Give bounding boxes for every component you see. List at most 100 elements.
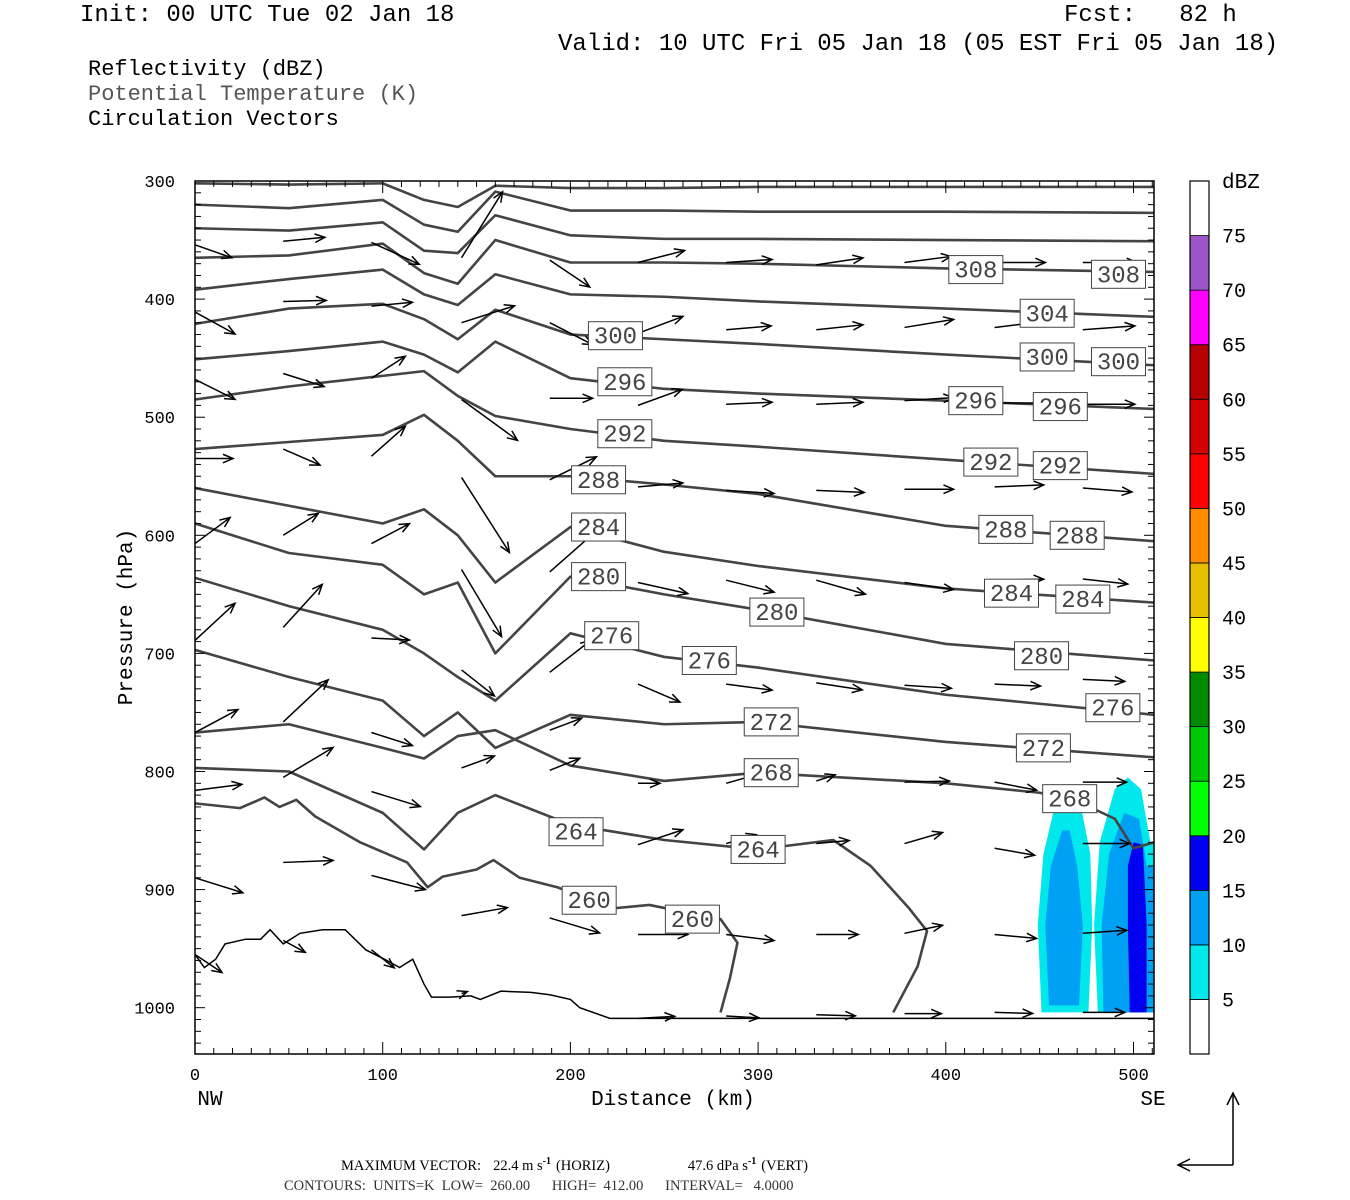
circulation-vector (994, 680, 1043, 691)
colorbar-swatch (1189, 999, 1210, 1055)
circulation-vector (904, 484, 956, 495)
vector-head (1029, 680, 1043, 691)
theta-contour-308 (194, 238, 1155, 286)
vector-shaft (460, 569, 503, 637)
contour-label-text: 284 (577, 516, 620, 543)
vector-shaft (461, 906, 508, 917)
vector-shaft (637, 249, 685, 264)
vector-shaft (282, 583, 323, 628)
vector-shaft (370, 425, 406, 457)
circulation-vector (370, 424, 407, 457)
vector-head (940, 682, 954, 693)
vector-head (496, 904, 510, 915)
theta-contour-268 (194, 722, 1155, 850)
vector-head (483, 685, 496, 698)
contour-label: 308 (948, 255, 1004, 286)
circulation-vector (194, 877, 245, 895)
vector-shaft (371, 637, 410, 641)
contour-label-box (664, 904, 720, 934)
contour-label-text: 264 (736, 838, 779, 865)
vector-shaft (549, 639, 592, 673)
circulation-vector (194, 953, 224, 974)
contour-label: 276 (1085, 693, 1141, 724)
contour-label-box (584, 621, 640, 651)
circulation-vector (461, 754, 497, 769)
contour-label-text: 284 (990, 582, 1033, 609)
contour-label-text: 300 (1097, 351, 1140, 378)
circulation-vector (726, 933, 776, 945)
vector-head (671, 828, 685, 838)
valid-time: Valid: 10 UTC Fri 05 Jan 18 (05 EST Fri … (558, 31, 1279, 58)
vector-shaft (461, 669, 495, 697)
vector-shaft (371, 301, 413, 307)
colorbar-swatch (1189, 780, 1210, 837)
theta-contour-272 (194, 648, 1155, 759)
vector-head (1124, 399, 1137, 410)
vector-shaft (283, 299, 327, 303)
circulation-vector (904, 581, 956, 594)
circulation-vector (637, 248, 687, 264)
contour-label: 292 (1032, 451, 1088, 482)
vector-head (409, 798, 423, 809)
contour-label-box (1042, 784, 1098, 814)
colorbar-swatch (1189, 835, 1210, 891)
circulation-vector (282, 678, 330, 723)
vector-head (1114, 1007, 1127, 1018)
max-horiz: 22.4 m s (493, 1157, 543, 1174)
vector-head (748, 1012, 762, 1023)
circulation-vector (1082, 675, 1127, 686)
circulation-vector (637, 315, 685, 335)
reflectivity-layer (1037, 777, 1155, 1013)
contour-label-box (948, 386, 1004, 416)
circulation-vector (194, 516, 232, 545)
contour-label-text: 296 (1039, 396, 1082, 423)
circulation-vector (904, 682, 954, 693)
x-tick-label: 100 (367, 1067, 398, 1086)
vector-shaft (816, 257, 864, 266)
vert-tag: (VERT) (761, 1157, 808, 1174)
vector-head (763, 934, 776, 945)
vector-head (398, 634, 412, 645)
y-tick-label: 500 (144, 410, 175, 429)
vector-head (1033, 480, 1046, 491)
vector-head (401, 298, 415, 309)
vector-head (1116, 777, 1129, 788)
circulation-vector (282, 583, 324, 628)
vector-shaft (726, 683, 773, 691)
circulation-vector (816, 397, 865, 408)
vector-shaft (371, 731, 413, 747)
vector-head (649, 778, 662, 789)
vector-head (307, 512, 320, 523)
vector-head (568, 757, 582, 767)
contour-label-box (730, 834, 786, 864)
theta-contour-260 (194, 796, 739, 1013)
reflectivity-area-15 (1127, 842, 1147, 1013)
circulation-vector (637, 1011, 677, 1022)
circulation-vector (282, 448, 322, 466)
circulation-vector (994, 480, 1046, 491)
vector-head (1025, 932, 1039, 943)
contour-label-box (743, 707, 799, 737)
vector-shaft (994, 484, 1044, 488)
vector-head (499, 541, 511, 555)
circulation-vector (726, 321, 774, 332)
contour-label-box (1085, 693, 1141, 723)
contour-label-box (548, 817, 604, 847)
circulation-vector (1082, 838, 1132, 849)
se-label: SE (1140, 1089, 1165, 1112)
y-tick-label: 800 (144, 765, 175, 784)
vector-head (1025, 783, 1039, 794)
circulation-vector (726, 683, 775, 694)
colorbar-label: 20 (1222, 827, 1246, 850)
vector-shaft (637, 581, 688, 595)
reference-vector (1176, 1091, 1240, 1172)
circulation-vector (371, 731, 415, 748)
contour-label-box (587, 321, 643, 351)
max-vector-label: MAXIMUM VECTOR: (341, 1157, 482, 1174)
contour-label: 260 (561, 885, 617, 916)
vector-shaft (816, 324, 864, 331)
contour-label: 264 (730, 834, 786, 865)
circulation-vector (904, 922, 945, 935)
vector-shaft (282, 372, 325, 388)
